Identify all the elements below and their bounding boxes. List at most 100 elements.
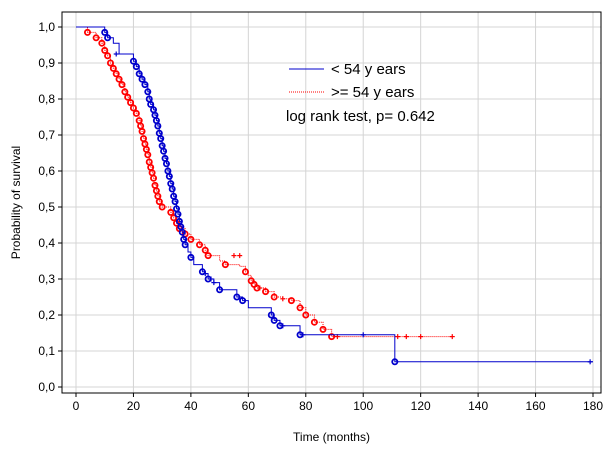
event-point [187, 235, 195, 243]
event-point [109, 64, 117, 72]
plot-frame [61, 11, 602, 394]
event-point [104, 52, 112, 60]
x-tick-label: 20 [127, 399, 141, 413]
event-point [262, 288, 270, 296]
event-point [201, 246, 209, 254]
y-axis-title: Probability of survival [9, 146, 23, 259]
event-point [124, 93, 132, 101]
censor-mark [237, 253, 243, 259]
y-tick-label: 0,1 [38, 344, 55, 358]
event-point [310, 318, 318, 326]
event-point [221, 261, 229, 269]
event-point [167, 208, 175, 216]
legend-label-over-54: >= 54 y ears [331, 84, 414, 101]
series-under-54 [76, 26, 593, 366]
event-point [121, 88, 129, 96]
x-tick-label: 100 [353, 399, 373, 413]
censor-mark [360, 332, 366, 338]
event-point [101, 46, 109, 54]
event-point [178, 228, 186, 236]
event-point [129, 104, 137, 112]
event-point [83, 28, 91, 36]
y-tick-label: 1,0 [38, 20, 55, 34]
event-point [138, 127, 146, 135]
event-point [154, 122, 162, 130]
y-tick-label: 0,5 [38, 200, 55, 214]
event-point [233, 293, 241, 301]
event-point [92, 34, 100, 42]
censor-mark [300, 332, 306, 338]
event-point [391, 358, 399, 366]
event-point [104, 34, 112, 42]
censor-mark [208, 276, 214, 282]
gridlines [62, 12, 601, 393]
y-tick-label: 0,3 [38, 272, 55, 286]
legend: < 54 y ears >= 54 y ears [289, 61, 414, 101]
event-point [138, 75, 146, 83]
event-point [144, 88, 152, 96]
event-point [144, 151, 152, 159]
censor-mark [211, 280, 217, 286]
event-point [132, 63, 140, 71]
y-axis-ticks: 0,0 0,1 0,2 0,3 0,4 0,5 0,6 0,7 0,8 0,9 1,0 [38, 20, 62, 394]
series-over-54 [76, 26, 455, 341]
y-tick-label: 0,0 [38, 380, 55, 394]
censor-mark [418, 334, 424, 340]
x-tick-label: 40 [184, 399, 198, 413]
event-point [135, 70, 143, 78]
censor-mark [403, 334, 409, 340]
event-point [174, 210, 182, 218]
y-tick-label: 0,7 [38, 128, 55, 142]
y-tick-label: 0,4 [38, 236, 55, 250]
event-point [141, 81, 149, 89]
censor-mark [280, 296, 286, 302]
event-point [287, 297, 295, 305]
event-point [147, 100, 155, 108]
event-point [181, 241, 189, 249]
censor-mark [395, 334, 401, 340]
log-rank-annotation: log rank test, p= 0.642 [286, 108, 435, 125]
event-point [132, 109, 140, 117]
event-point [168, 185, 176, 193]
event-point [216, 286, 224, 294]
event-point [129, 57, 137, 65]
x-tick-label: 60 [242, 399, 256, 413]
y-tick-label: 0,8 [38, 92, 55, 106]
event-point [302, 311, 310, 319]
event-point [158, 203, 166, 211]
event-point [127, 99, 135, 107]
censor-mark [280, 323, 286, 329]
event-point [106, 59, 114, 67]
legend-label-under-54: < 54 y ears [331, 61, 406, 78]
event-point [296, 304, 304, 312]
event-point [196, 241, 204, 249]
x-tick-label: 160 [526, 399, 546, 413]
y-tick-label: 0,6 [38, 164, 55, 178]
event-point [101, 28, 109, 36]
censor-mark [231, 253, 237, 259]
event-point [170, 214, 178, 222]
y-tick-label: 0,9 [38, 56, 55, 70]
event-point [118, 81, 126, 89]
x-tick-label: 80 [299, 399, 313, 413]
event-point [160, 147, 168, 155]
y-tick-label: 0,2 [38, 308, 55, 322]
x-tick-label: 0 [73, 399, 80, 413]
censor-mark [587, 359, 593, 365]
censor-mark [202, 271, 208, 277]
event-point [241, 268, 249, 276]
event-point [328, 333, 336, 341]
event-point [239, 297, 247, 305]
event-point [150, 174, 158, 182]
event-point [112, 70, 120, 78]
x-tick-label: 120 [411, 399, 431, 413]
x-axis-ticks: 0 20 40 60 80 100 120 140 160 180 [73, 393, 603, 413]
censor-mark [113, 51, 119, 57]
event-point [165, 172, 173, 180]
event-point [187, 253, 195, 261]
censor-mark [257, 285, 263, 291]
event-point [171, 198, 179, 206]
event-point [267, 311, 275, 319]
x-tick-label: 140 [468, 399, 488, 413]
